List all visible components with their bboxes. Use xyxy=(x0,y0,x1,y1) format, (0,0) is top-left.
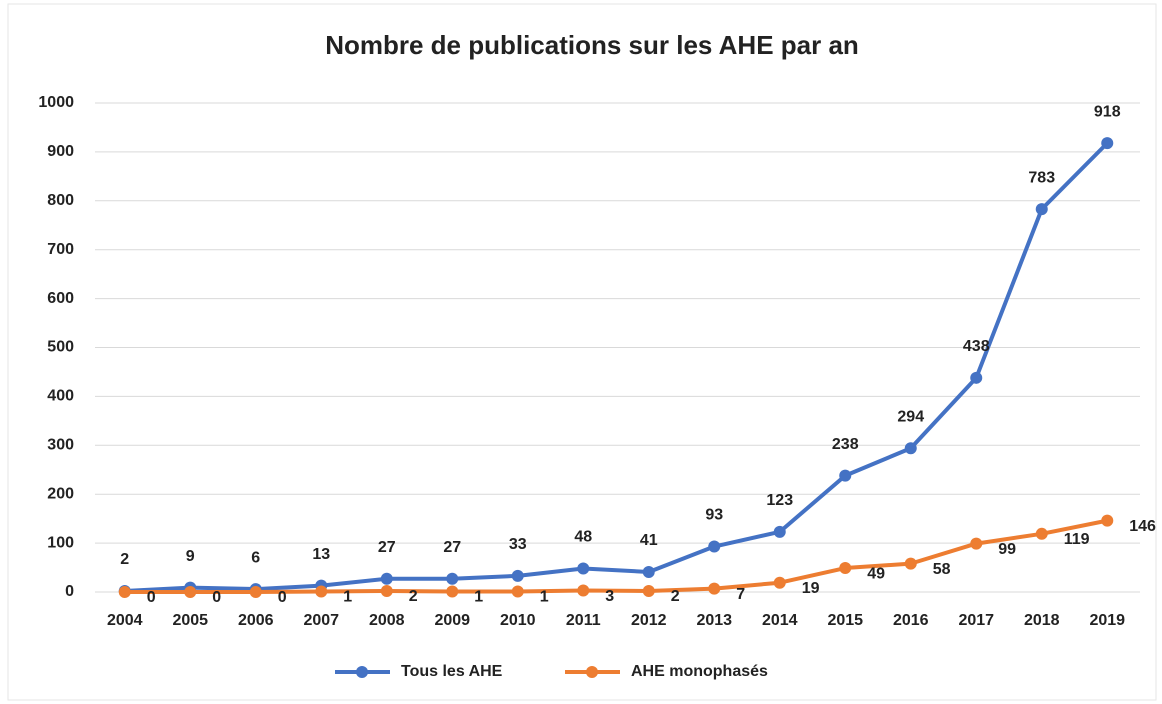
data-label: 438 xyxy=(963,338,990,355)
point xyxy=(904,442,917,455)
point xyxy=(773,576,786,589)
point xyxy=(380,572,393,585)
y-tick-label: 100 xyxy=(47,534,74,551)
point xyxy=(642,585,655,598)
x-tick-label: 2005 xyxy=(172,612,208,629)
data-label: 1 xyxy=(343,589,352,606)
x-tick-label: 2010 xyxy=(500,612,536,629)
x-tick-label: 2011 xyxy=(566,612,601,629)
data-label: 6 xyxy=(251,549,260,566)
x-tick-label: 2014 xyxy=(762,612,798,629)
point xyxy=(577,562,590,575)
chart-title: Nombre de publications sur les AHE par a… xyxy=(325,30,859,60)
data-label: 7 xyxy=(736,586,745,603)
point xyxy=(708,540,721,553)
data-label: 146 xyxy=(1129,518,1156,535)
data-label: 294 xyxy=(897,408,924,425)
point xyxy=(446,572,459,585)
y-tick-label: 500 xyxy=(47,339,74,356)
point xyxy=(511,585,524,598)
point xyxy=(1101,137,1114,150)
data-label: 13 xyxy=(312,546,330,563)
data-label: 1 xyxy=(540,589,549,606)
x-tick-label: 2017 xyxy=(958,612,994,629)
point xyxy=(839,469,852,482)
point xyxy=(1035,203,1048,216)
data-label: 48 xyxy=(574,529,592,546)
frame xyxy=(7,3,1157,701)
x-tick-label: 2018 xyxy=(1024,612,1060,629)
y-tick-label: 700 xyxy=(47,241,74,258)
point xyxy=(1101,514,1114,527)
legend-label: Tous les AHE xyxy=(401,663,503,680)
data-label: 9 xyxy=(186,548,195,565)
data-label: 783 xyxy=(1028,169,1055,186)
point xyxy=(577,584,590,597)
x-tick-label: 2006 xyxy=(238,612,274,629)
point xyxy=(315,585,328,598)
x-tick-label: 2004 xyxy=(107,612,143,629)
point xyxy=(708,582,721,595)
legend-marker xyxy=(356,666,368,678)
point xyxy=(249,586,262,598)
data-label: 918 xyxy=(1094,103,1121,120)
data-label: 2 xyxy=(120,551,129,568)
data-label: 2 xyxy=(671,588,680,605)
point xyxy=(970,537,983,550)
y-tick-label: 900 xyxy=(47,143,74,160)
x-tick-label: 2007 xyxy=(303,612,339,629)
series-line xyxy=(124,141,1109,594)
y-tick-label: 800 xyxy=(47,192,74,209)
data-label: 2 xyxy=(409,588,418,605)
point xyxy=(380,585,393,598)
data-label: 58 xyxy=(933,561,951,578)
data-label: 0 xyxy=(147,589,156,606)
data-label: 99 xyxy=(998,541,1016,558)
data-label: 33 xyxy=(509,536,527,553)
y-tick-label: 200 xyxy=(47,485,74,502)
x-tick-label: 2012 xyxy=(631,612,667,629)
point xyxy=(642,565,655,578)
point xyxy=(511,569,524,582)
legend-label: AHE monophasés xyxy=(631,663,768,680)
x-tick-label: 2019 xyxy=(1089,612,1125,629)
y-tick-label: 600 xyxy=(47,290,74,307)
x-tick-label: 2013 xyxy=(696,612,732,629)
y-tick-label: 300 xyxy=(47,437,74,454)
data-label: 41 xyxy=(640,532,658,549)
data-label: 119 xyxy=(1064,531,1090,548)
x-tick-label: 2016 xyxy=(893,612,929,629)
data-label: 19 xyxy=(802,580,820,597)
data-label: 49 xyxy=(867,565,885,582)
data-label: 123 xyxy=(766,492,793,509)
x-tick-label: 2015 xyxy=(827,612,863,629)
series-line xyxy=(124,518,1108,594)
data-label: 0 xyxy=(212,589,221,606)
point xyxy=(1035,527,1048,540)
point xyxy=(184,586,197,598)
point xyxy=(446,585,459,598)
data-label: 27 xyxy=(378,539,396,556)
point xyxy=(839,562,852,575)
data-label: 0 xyxy=(278,589,287,606)
point xyxy=(904,557,917,570)
point xyxy=(970,371,983,384)
x-tick-label: 2009 xyxy=(434,612,470,629)
y-tick-label: 400 xyxy=(47,388,74,405)
y-tick-label: 1000 xyxy=(38,94,74,111)
x-tick-label: 2008 xyxy=(369,612,405,629)
data-label: 1 xyxy=(474,589,483,606)
legend-marker xyxy=(586,666,598,678)
y-tick-label: 0 xyxy=(65,583,74,600)
data-label: 3 xyxy=(605,588,614,605)
point xyxy=(118,586,131,598)
point xyxy=(773,525,786,538)
data-label: 238 xyxy=(832,436,859,453)
data-label: 93 xyxy=(705,507,723,524)
data-label: 27 xyxy=(443,539,461,556)
